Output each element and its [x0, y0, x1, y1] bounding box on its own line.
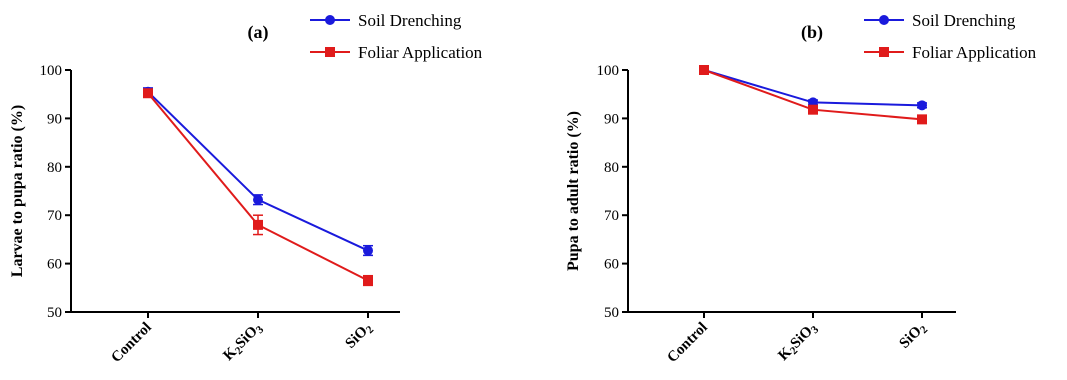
legend-label: Foliar Application: [912, 43, 1037, 62]
x-tick-label: Control: [664, 320, 710, 366]
data-point: [917, 100, 927, 111]
y-axis-title: Pupa to adult ratio (%): [565, 111, 582, 271]
series-soil-drenching: [699, 65, 927, 111]
legend: Soil Drenching Foliar Application: [864, 11, 1037, 62]
y-tick-label: 100: [40, 63, 63, 79]
panel-label: (a): [248, 22, 269, 43]
legend-marker: [879, 47, 889, 57]
legend-marker: [325, 47, 335, 57]
y-tick-label: 70: [604, 208, 619, 224]
y-tick-label: 100: [597, 63, 620, 79]
data-point: [253, 219, 263, 230]
data-point: [699, 65, 709, 75]
y-tick-label: 90: [47, 111, 62, 127]
legend-marker: [879, 15, 889, 25]
x-tick-label: SiO2: [897, 319, 931, 353]
legend-marker: [325, 15, 335, 25]
chart-panel-b: (b) 50 60 70 80 90 100 Control K2SiO3 SiO2 Pupa to…: [565, 11, 1037, 366]
x-tick-label: SiO2: [343, 319, 377, 353]
series-foliar-application: [699, 65, 927, 125]
y-tick-label: 60: [47, 257, 62, 273]
data-point: [143, 88, 153, 99]
x-tick-label: K2SiO3: [775, 319, 821, 365]
series-line: [147, 92, 369, 282]
panel-label: (b): [801, 22, 823, 43]
data-point: [917, 114, 927, 125]
y-tick-label: 90: [604, 111, 619, 127]
y-tick-label: 50: [47, 305, 62, 321]
y-tick-label: 70: [47, 208, 62, 224]
x-tick-label: K2SiO3: [220, 319, 266, 365]
legend-label: Foliar Application: [358, 43, 483, 62]
y-tick-label: 80: [47, 160, 62, 176]
legend-label: Soil Drenching: [358, 11, 462, 30]
y-tick-label: 60: [604, 257, 619, 273]
legend-label: Soil Drenching: [912, 11, 1016, 30]
data-point: [253, 194, 263, 205]
data-point: [808, 104, 818, 115]
x-tick-label: Control: [108, 320, 154, 366]
y-axis-title: Larvae to pupa ratio (%): [9, 105, 26, 277]
legend: Soil Drenching Foliar Application: [310, 11, 483, 62]
chart-panel-a: (a) 50 60 70 80 90 100 Control K2SiO3 SiO2 Larvae …: [9, 11, 483, 366]
series-foliar-application: [143, 88, 373, 287]
y-tick-label: 50: [604, 305, 619, 321]
data-point: [363, 275, 373, 286]
data-point: [363, 245, 373, 256]
y-tick-label: 80: [604, 160, 619, 176]
